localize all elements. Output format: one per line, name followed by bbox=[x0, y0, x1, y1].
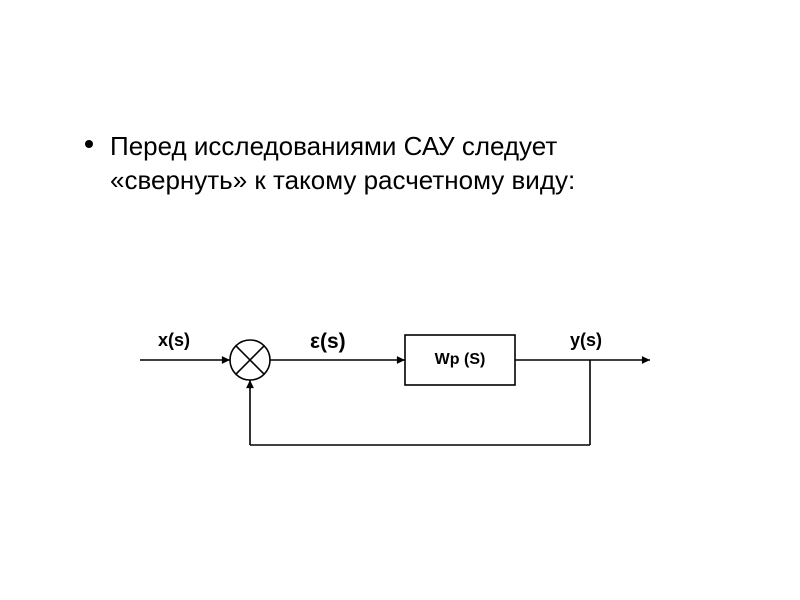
label-output: y(s) bbox=[570, 330, 602, 351]
bullet-text: Перед исследованиями САУ следует «сверну… bbox=[110, 130, 690, 198]
block-label: Wp (S) bbox=[435, 351, 486, 368]
label-input: x(s) bbox=[158, 330, 190, 351]
label-error: ε(s) bbox=[310, 330, 346, 354]
slide: Перед исследованиями САУ следует «сверну… bbox=[0, 0, 800, 600]
block-diagram: Wp (S) bbox=[0, 0, 800, 600]
bullet-dot bbox=[85, 140, 93, 148]
